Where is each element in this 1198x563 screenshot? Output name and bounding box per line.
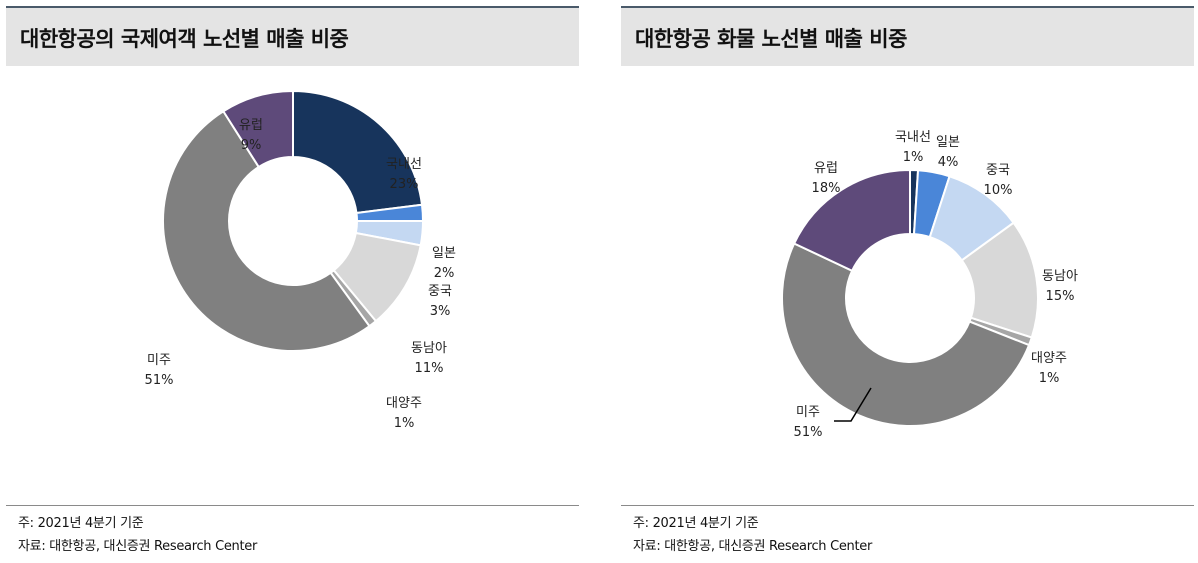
chart-panel-passenger: 대한항공의 국제여객 노선별 매출 비중 국내선 23% 일본 2% 중국 3% 동남아 11… (6, 0, 579, 563)
slice-유럽 (792, 168, 911, 273)
slice-label-category: 대양주 (386, 396, 422, 411)
slice-유럽 (221, 89, 294, 169)
slice-label-value: 3% (430, 304, 451, 319)
slice-label-value: 23% (390, 177, 419, 192)
slice-label-category: 유럽 (814, 161, 838, 176)
slice-label-category: 미주 (147, 353, 171, 368)
slice-label-value: 18% (812, 181, 841, 196)
chart-title: 대한항공 화물 노선별 매출 비중 (635, 27, 907, 51)
slice-label-value: 51% (794, 425, 823, 440)
slice-label-value: 10% (984, 183, 1013, 198)
slice-label-value: 2% (434, 266, 455, 281)
footnote: 주: 2021년 4분기 기준 (633, 516, 759, 531)
chart-header: 대한항공 화물 노선별 매출 비중 (621, 6, 1194, 66)
slice-label-category: 일본 (936, 135, 960, 150)
chart-header: 대한항공의 국제여객 노선별 매출 비중 (6, 6, 579, 66)
slice-label-value: 15% (1046, 289, 1075, 304)
footnote: 주: 2021년 4분기 기준 (18, 516, 144, 531)
footer-divider (621, 505, 1194, 506)
slice-국내선 (292, 89, 424, 215)
slice-label-category: 중국 (428, 284, 452, 299)
source-note: 자료: 대한항공, 대신증권 Research Center (18, 539, 258, 554)
donut-chart-cargo: 국내선 1% 일본 4% 중국 10% 동남아 15% 대양주 1% 미주 51% 유럽 18% (781, 130, 1078, 440)
slice-label-value: 4% (938, 155, 959, 170)
slice-label-value: 51% (145, 373, 174, 388)
slice-label-category: 국내선 (386, 157, 422, 172)
slice-label-value: 1% (903, 150, 924, 165)
slice-label-category: 일본 (432, 246, 456, 261)
leader-line (834, 387, 872, 422)
slice-미주 (781, 242, 1031, 427)
slice-label-category: 국내선 (895, 130, 931, 145)
slice-label-value: 1% (1039, 371, 1060, 386)
slice-미주 (162, 109, 371, 352)
slice-label-value: 9% (241, 138, 262, 153)
source-note: 자료: 대한항공, 대신증권 Research Center (633, 539, 873, 554)
slice-label-value: 11% (415, 361, 444, 376)
donut-chart-passenger: 국내선 23% 일본 2% 중국 3% 동남아 11% 대양주 1% 미주 51% 유럽 9% (145, 89, 456, 431)
slice-label-category: 유럽 (239, 118, 263, 133)
chart-title: 대한항공의 국제여객 노선별 매출 비중 (20, 27, 349, 51)
chart-panel-cargo: 대한항공 화물 노선별 매출 비중 국내선 1% 일본 4% 중국 10% 동남아 15% 대양… (621, 0, 1194, 563)
footer-divider (6, 505, 579, 506)
slice-label-category: 동남아 (411, 341, 447, 356)
slice-label-category: 대양주 (1031, 351, 1067, 366)
slice-label-value: 1% (394, 416, 415, 431)
slice-label-category: 중국 (986, 163, 1010, 178)
slice-label-category: 미주 (796, 405, 820, 420)
slice-label-category: 동남아 (1042, 269, 1078, 284)
